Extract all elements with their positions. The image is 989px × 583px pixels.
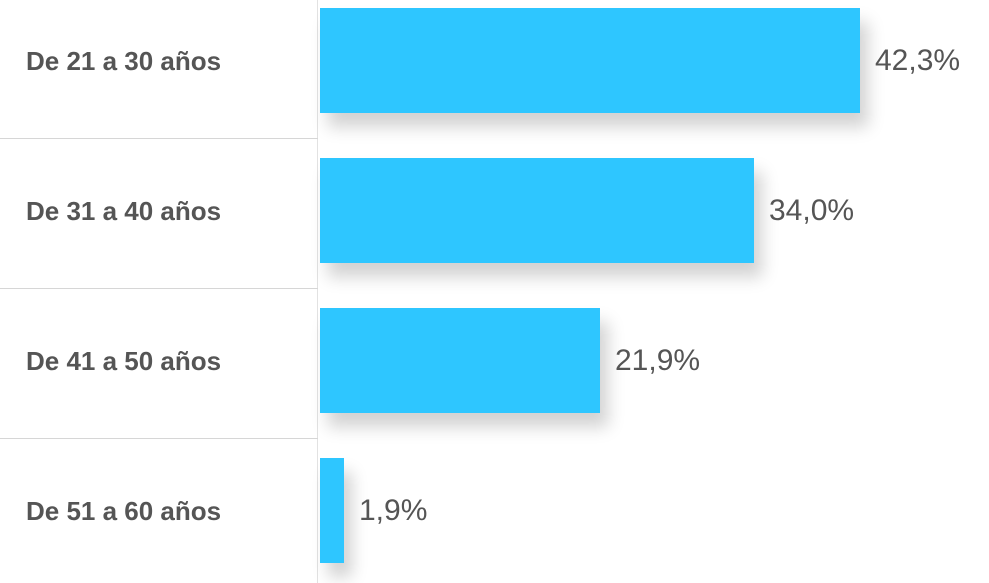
row-divider [0,438,318,439]
category-axis-line [317,0,318,583]
value-label: 21,9% [615,343,701,377]
value-label: 42,3% [875,43,961,77]
category-label: De 51 a 60 años [26,495,222,526]
value-label: 1,9% [359,493,428,527]
bar [320,158,754,263]
value-label: 34,0% [769,193,855,227]
row-divider [0,138,318,139]
category-label: De 31 a 40 años [26,195,222,226]
category-label: De 41 a 50 años [26,345,222,376]
row-divider [0,288,318,289]
category-label: De 21 a 30 años [26,45,222,76]
bar [320,458,344,563]
bar [320,308,600,413]
bar [320,8,860,113]
